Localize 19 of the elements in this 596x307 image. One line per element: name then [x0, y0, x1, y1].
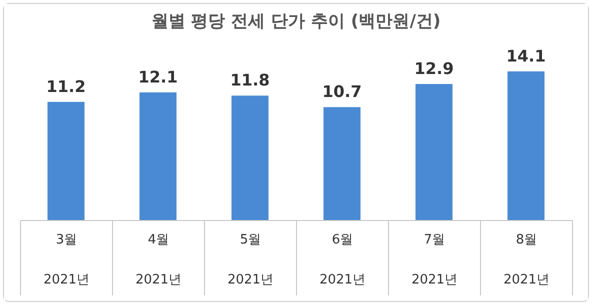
bar	[324, 107, 360, 220]
chart-title: 월별 평당 전세 단가 추이 (백만원/건)	[151, 11, 441, 32]
data-label: 10.7	[322, 82, 362, 102]
bar	[48, 102, 84, 220]
category-label: 4월 2021년	[135, 232, 182, 288]
bar	[508, 71, 544, 220]
bar	[416, 84, 452, 220]
category-label: 3월 2021년	[43, 232, 90, 288]
category-label: 7월 2021년	[411, 232, 458, 288]
data-label: 11.8	[230, 70, 270, 90]
data-label: 11.2	[46, 76, 86, 96]
data-label: 12.1	[138, 67, 178, 86]
category-label: 5월 2021년	[227, 232, 274, 288]
data-label: 14.1	[506, 46, 546, 66]
category-label: 6월 2021년	[319, 232, 366, 288]
bar	[140, 92, 176, 220]
bar	[232, 96, 268, 220]
data-label: 12.9	[414, 58, 454, 78]
category-label: 8월 2021년	[503, 232, 550, 288]
